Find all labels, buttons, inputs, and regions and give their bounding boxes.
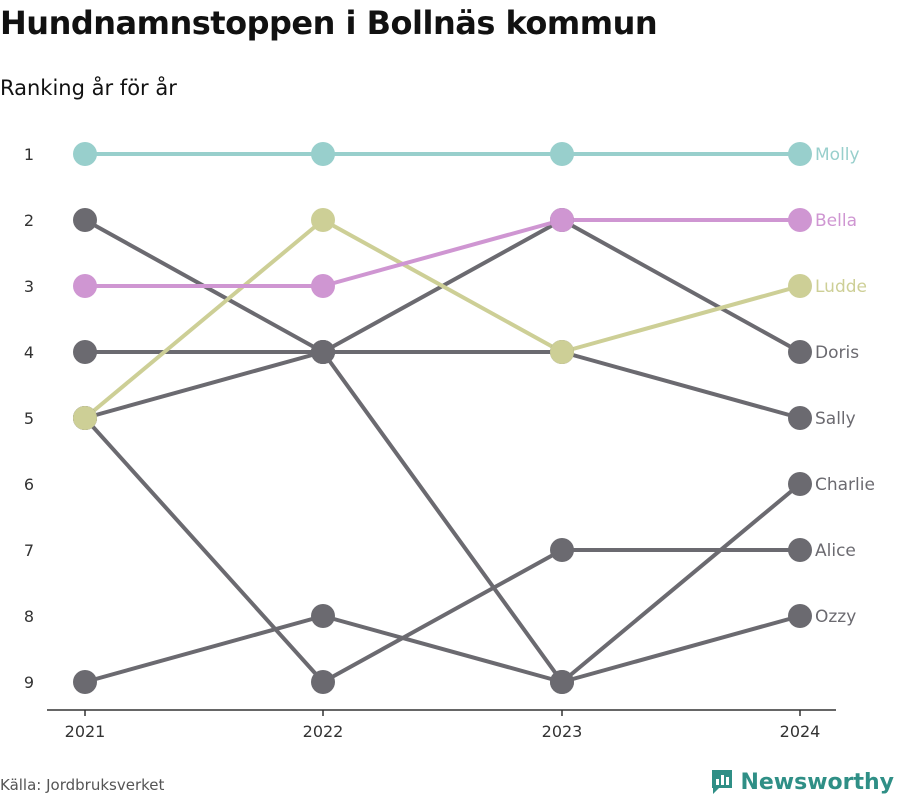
data-point-ludde [73, 406, 97, 430]
x-tick-label: 2023 [542, 722, 583, 741]
series-lines [83, 152, 802, 684]
data-point-bella [550, 208, 574, 232]
data-point-bella [73, 274, 97, 298]
data-point-charlie [550, 670, 574, 694]
chart-title: Hundnamnstoppen i Bollnäs kommun [0, 4, 658, 42]
bump-chart: 1 2 3 4 5 6 7 8 9 2021 2022 2023 2024 Ozzy Alice Charli… [24, 142, 875, 741]
y-tick-label: 1 [24, 145, 34, 164]
data-point-molly [550, 142, 574, 166]
series-label-ozzy: Ozzy [815, 607, 856, 627]
brand-logo: Newsworthy [710, 768, 894, 796]
data-point-bella [311, 274, 335, 298]
series-line-ozzy [83, 614, 802, 684]
series-label-molly: Molly [815, 145, 860, 165]
chart-subtitle: Ranking år för år [0, 76, 177, 100]
data-point-bella [788, 208, 812, 232]
brand-name: Newsworthy [740, 769, 894, 795]
data-point-alice [788, 538, 812, 562]
data-point-ludde [550, 340, 574, 364]
y-tick-label: 6 [24, 475, 34, 494]
data-point-sally [73, 340, 97, 364]
data-point-ludde [311, 208, 335, 232]
series-line-bella [83, 218, 802, 288]
y-tick-label: 8 [24, 607, 34, 626]
x-tick-label: 2022 [303, 722, 344, 741]
series-label-alice: Alice [815, 541, 856, 561]
newsworthy-logo-icon [712, 770, 733, 794]
series-line-charlie [83, 350, 802, 684]
series-markers [73, 142, 812, 694]
series-label-ludde: Ludde [815, 277, 867, 297]
series-line-sally [83, 350, 802, 420]
data-point-molly [311, 142, 335, 166]
data-point-charlie [788, 472, 812, 496]
data-point-doris [73, 208, 97, 232]
data-point-molly [788, 142, 812, 166]
x-tick-label: 2024 [780, 722, 821, 741]
data-point-alice [550, 538, 574, 562]
series-line-ludde [83, 218, 802, 420]
series-line-alice [83, 416, 802, 684]
data-point-ozzy [311, 604, 335, 628]
series-label-doris: Doris [815, 343, 859, 363]
y-tick-label: 5 [24, 409, 34, 428]
y-tick-label: 2 [24, 211, 34, 230]
data-point-doris [311, 340, 335, 364]
y-tick-label: 7 [24, 541, 34, 560]
data-point-alice [311, 670, 335, 694]
source-note: Källa: Jordbruksverket [0, 776, 165, 794]
series-label-sally: Sally [815, 409, 856, 429]
series-label-bella: Bella [815, 211, 857, 231]
data-point-molly [73, 142, 97, 166]
y-tick-label: 3 [24, 277, 34, 296]
data-point-ozzy [73, 670, 97, 694]
data-point-doris [788, 340, 812, 364]
x-tick-label: 2021 [65, 722, 106, 741]
data-point-ozzy [788, 604, 812, 628]
y-tick-label: 4 [24, 343, 34, 362]
series-label-charlie: Charlie [815, 475, 875, 495]
data-point-sally [788, 406, 812, 430]
y-tick-label: 9 [24, 673, 34, 692]
data-point-ludde [788, 274, 812, 298]
